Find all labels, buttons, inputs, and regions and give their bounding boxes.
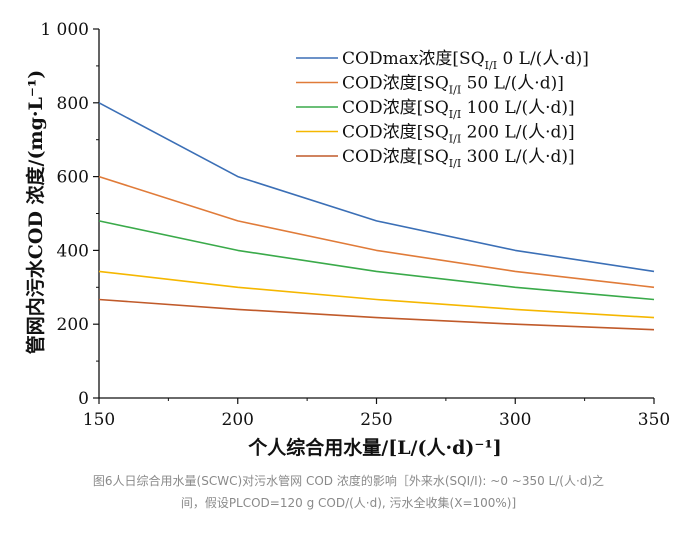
y-tick-label: 0 [78, 389, 89, 409]
y-tick-label: 800 [57, 94, 89, 114]
x-tick-label: 350 [638, 410, 670, 430]
chart-area: 0 200 400 600 800 1 000 150 200 250 300 350 CODmax… [24, 20, 670, 459]
legend-label: COD浓度[SQI/I 300 L/(人·d)] [342, 147, 575, 170]
series-line-1 [98, 102, 655, 273]
y-tick-label: 600 [57, 168, 89, 188]
series-line-4 [98, 270, 655, 319]
x-tick-label: 300 [499, 410, 531, 430]
y-axis-title: 管网内污水COD 浓度/(mg·L⁻¹) [24, 70, 47, 354]
x-tick-label: 200 [222, 410, 254, 430]
x-tick-label: 150 [83, 410, 115, 430]
caption-line-1: 图6人日综合用水量(SCWC)对污水管网 COD 浓度的影响［外来水(SQI/I… [92, 474, 605, 488]
legend-label: COD浓度[SQI/I 100 L/(人·d)] [342, 98, 575, 121]
y-tick-label: 400 [57, 241, 89, 261]
legend-label: COD浓度[SQI/I 200 L/(人·d)] [342, 123, 575, 146]
series-layer [98, 102, 655, 331]
axes: 0 200 400 600 800 1 000 150 200 250 300 350 [40, 20, 670, 430]
legend-label: CODmax浓度[SQI/I 0 L/(人·d)] [342, 49, 589, 72]
series-line-3 [98, 220, 655, 301]
series-line-2 [98, 175, 655, 289]
y-tick-label: 200 [57, 315, 89, 335]
line-chart: 0 200 400 600 800 1 000 150 200 250 300 350 CODmax… [24, 20, 670, 459]
series-line-5 [98, 298, 655, 331]
y-tick-label: 1 000 [40, 20, 89, 40]
caption-line-2: 间，假设PLCOD=120 g COD/(人·d), 污水全收集(X=100%)… [180, 496, 517, 510]
x-axis-title: 个人综合用水量/[L/(人·d)⁻¹] [247, 436, 501, 459]
x-tick-label: 250 [360, 410, 392, 430]
legend-label: COD浓度[SQI/I 50 L/(人·d)] [342, 74, 564, 97]
legend: CODmax浓度[SQI/I 0 L/(人·d)]COD浓度[SQI/I 50 … [296, 49, 589, 170]
figure-caption: 图6人日综合用水量(SCWC)对污水管网 COD 浓度的影响［外来水(SQI/I… [0, 470, 697, 514]
